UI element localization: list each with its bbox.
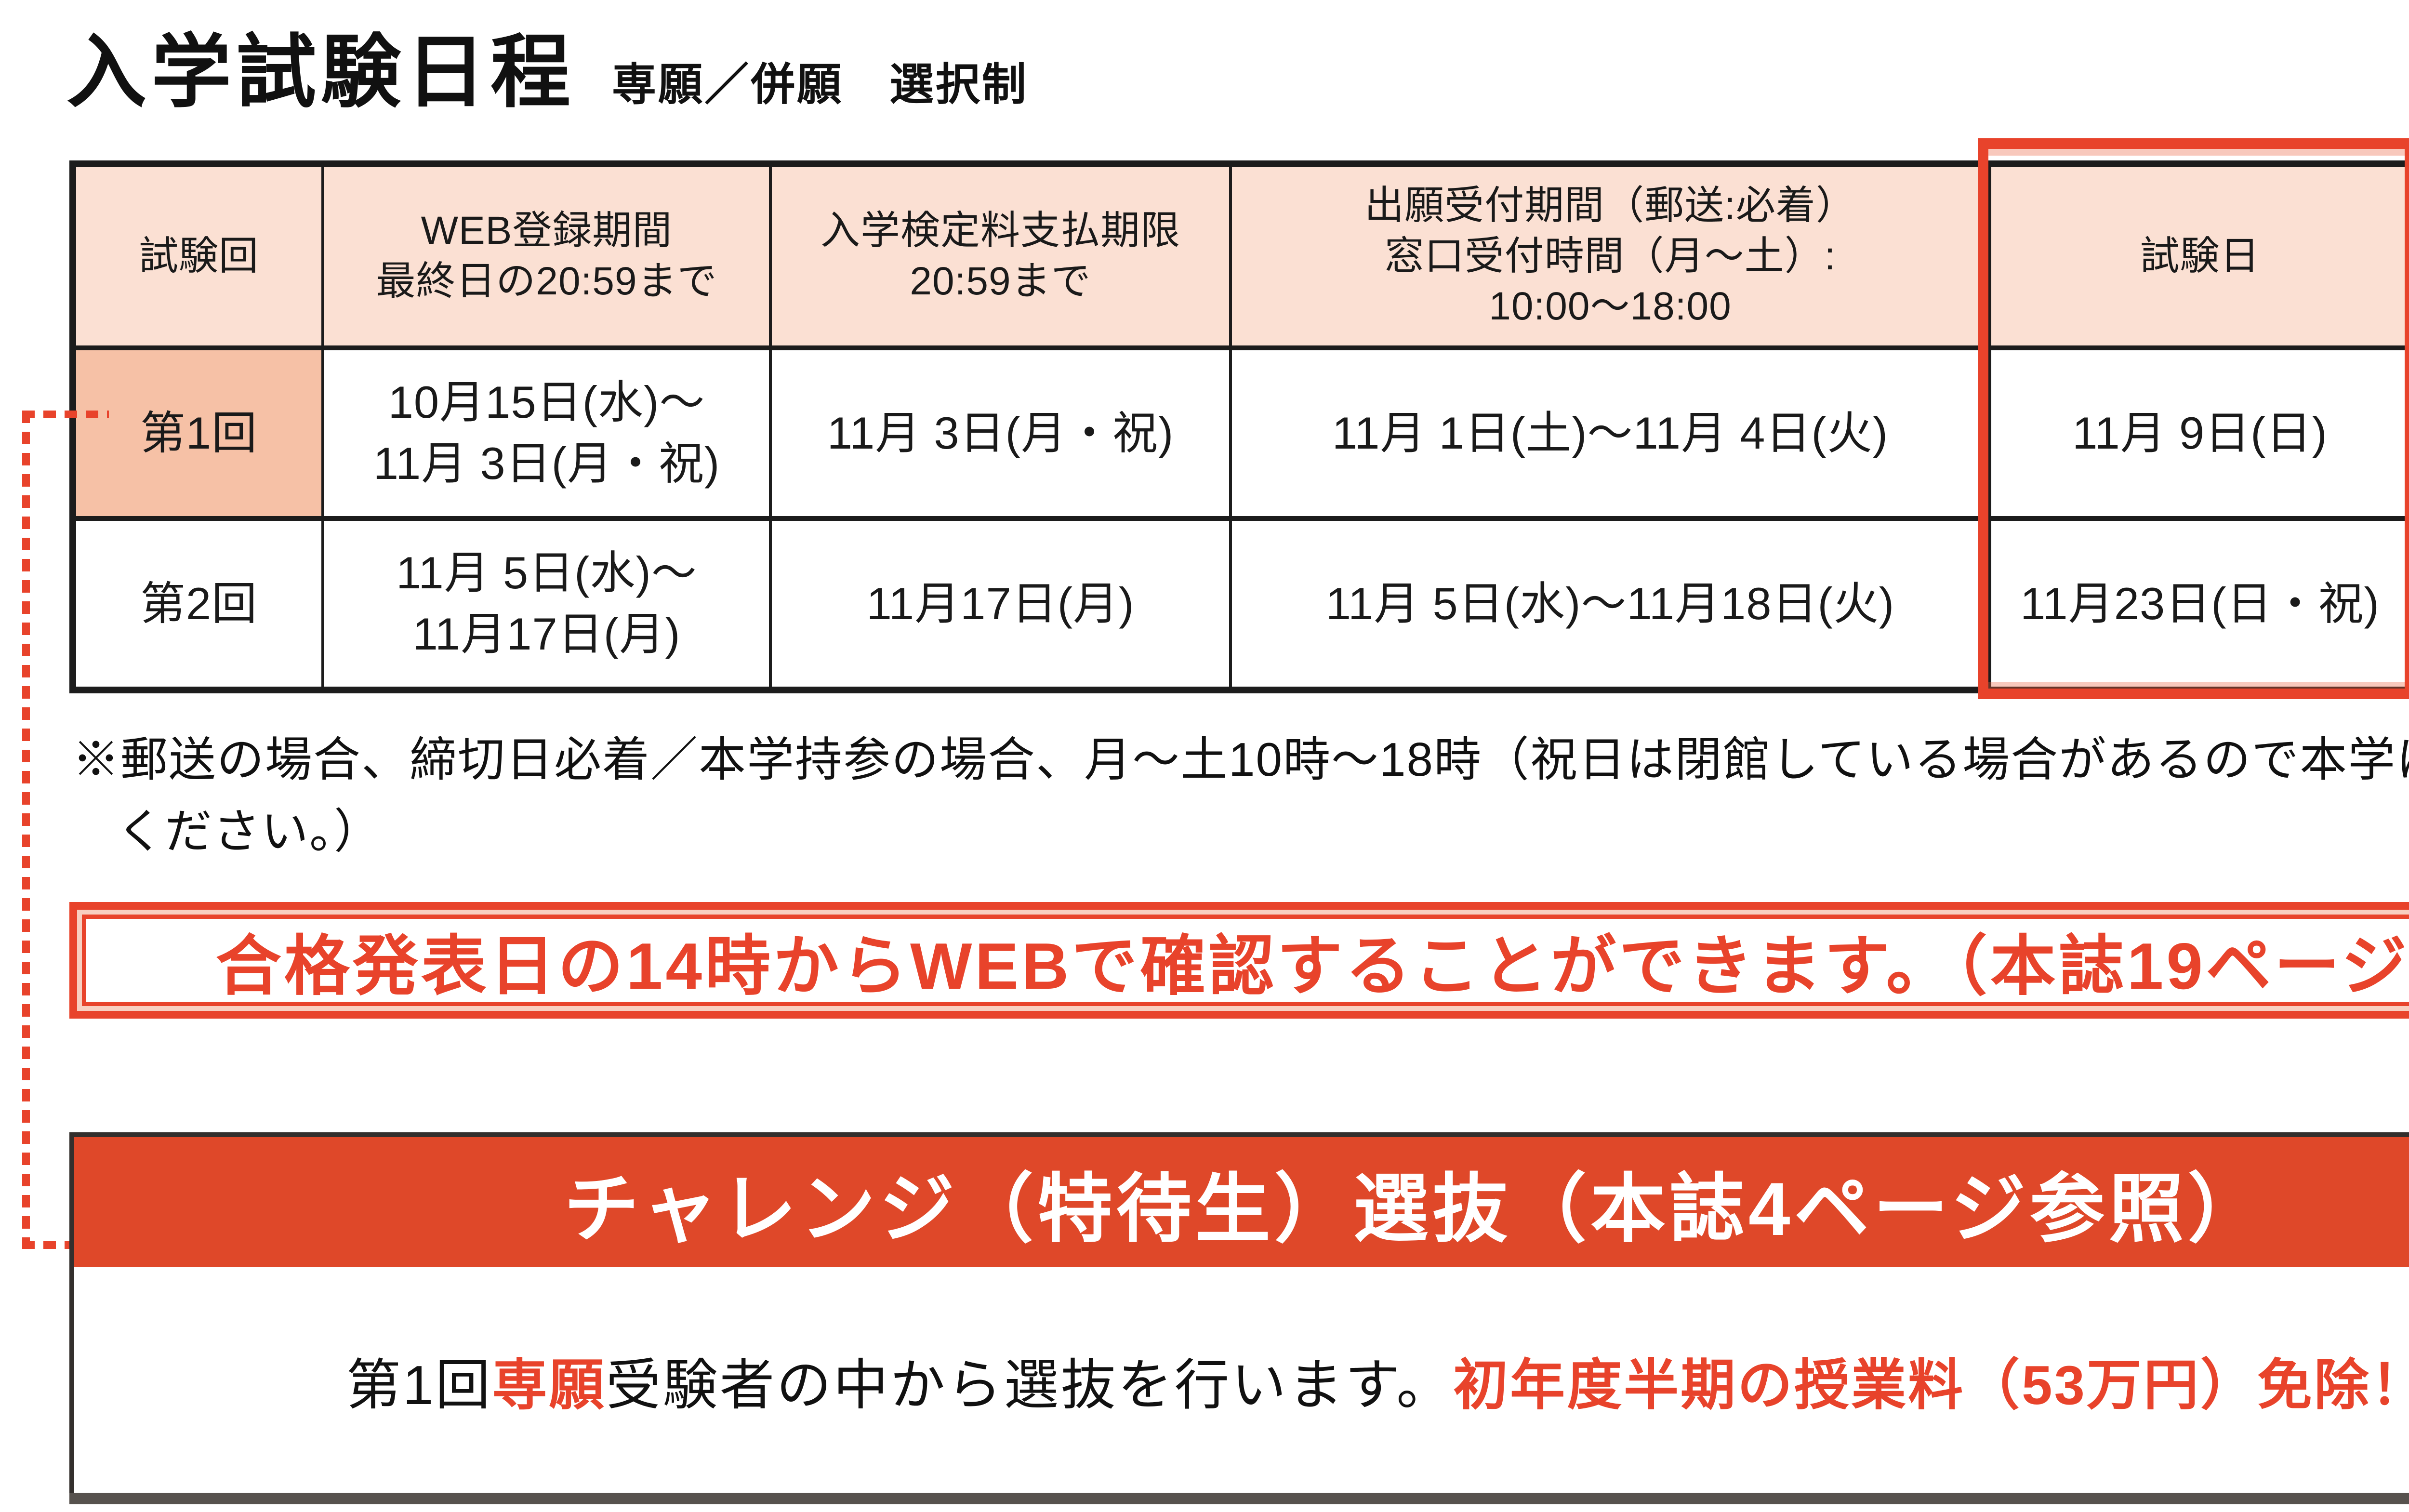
mailing-note-line2: ください。） [117,804,383,858]
round2-application-period-cell: 11月 5日(水)～11月18日(火) [1229,516,1991,692]
table-row-round2: 第2回 11月 5日(水)～ 11月17日(月) 11月17日(月) 11月 5… [71,516,2409,692]
challenge-body-part3: 受験者の中から選抜を行います。 [606,1354,1454,1416]
round2-exam-day-cell: 11月23日(日・祝) [1988,516,2409,692]
round2-fee-deadline-cell: 11月17日(月) [769,516,1232,692]
round1-web-period-cell: 10月15日(水)～ 11月 3日(月・祝) [321,345,772,521]
page-subtitle: 専願／併願 選択制 [612,60,1029,109]
col-header-fee-deadline: 入学検定料支払期限 20:59まで [769,161,1232,350]
col-header-exam-day: 試験日 [1988,161,2409,350]
mailing-note-line1: ※郵送の場合、締切日必着／本学持参の場合、月～土10時～18時（祝日は閉館してい… [72,733,2409,786]
challenge-banner: チャレンジ（特待生）選抜（本誌4ページ参照） [74,1137,2409,1267]
schedule-table-wrap: 試験回 WEB登録期間 最終日の20:59まで 入学検定料支払期限 20:59ま… [69,138,2409,699]
challenge-body-part2: 専願 [492,1354,606,1416]
result-announcement-text: 合格発表日の14時からWEBで確認することができます。（本誌19ページ参照） [215,929,2409,1003]
round2-web-period-cell: 11月 5日(水)～ 11月17日(月) [321,516,772,692]
challenge-body-part4: 初年度半期の授業料（53万円）免除！！ [1453,1354,2409,1416]
page-title: 入学試験日程 [66,28,575,117]
challenge-body: 第1回 専願 受験者の中から選抜を行います。 初年度半期の授業料（53万円）免除！！ [74,1267,2409,1493]
table-row-round1: 第1回 10月15日(水)～ 11月 3日(月・祝) 11月 3日(月・祝) 1… [71,345,2409,521]
col-header-exam-round: 試験回 [71,161,324,350]
challenge-body-part1: 第1回 [346,1354,492,1416]
challenge-section: チャレンジ（特待生）選抜（本誌4ページ参照） 第1回 専願 受験者の中から選抜を行い… [69,1132,2409,1493]
result-announcement-box-inner: 合格発表日の14時からWEBで確認することができます。（本誌19ページ参照） [82,915,2409,1006]
round1-fee-deadline-cell: 11月 3日(月・祝) [769,345,1232,521]
round1-exam-day-cell: 11月 9日(日) [1988,345,2409,521]
challenge-banner-text: チャレンジ（特待生）選抜（本誌4ページ参照） [564,1167,2267,1251]
dotted-connector-vertical-segment [22,411,30,1249]
dotted-connector-top-segment [22,411,109,418]
mailing-note: ※郵送の場合、締切日必着／本学持参の場合、月～土10時～18時（祝日は閉館してい… [72,724,2409,867]
col-header-web-registration: WEB登録期間 最終日の20:59まで [321,161,772,350]
schedule-table: 試験回 WEB登録期間 最終日の20:59まで 入学検定料支払期限 20:59ま… [69,160,2409,693]
col-header-application-period: 出願受付期間（郵送:必着） 窓口受付時間（月～土）: 10:00～18:00 [1229,161,1991,350]
bottom-shadow-bar [69,1493,2409,1504]
dotted-connector-bottom-segment [22,1241,73,1249]
round1-application-period-cell: 11月 1日(土)～11月 4日(火) [1229,345,1991,521]
header-row: 試験回 WEB登録期間 最終日の20:59まで 入学検定料支払期限 20:59ま… [71,161,2409,350]
round2-label-cell: 第2回 [71,516,324,692]
page-title-row: 入学試験日程 専願／併願 選択制 [66,7,1028,123]
result-announcement-box: 合格発表日の14時からWEBで確認することができます。（本誌19ページ参照） [69,902,2409,1019]
round1-label-cell: 第1回 [71,345,324,521]
